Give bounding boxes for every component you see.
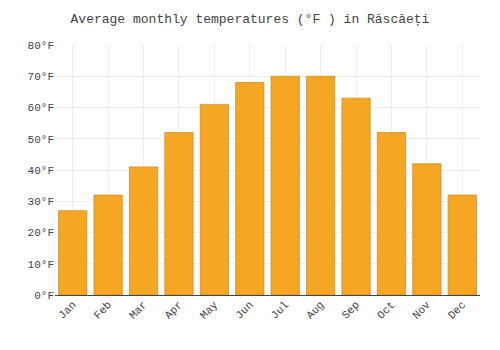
svg-text:40°F: 40°F [28,165,54,177]
svg-text:Nov: Nov [410,299,433,322]
svg-text:Jul: Jul [269,299,291,321]
svg-text:0°F: 0°F [34,290,54,302]
svg-text:Jun: Jun [233,299,255,321]
svg-text:60°F: 60°F [28,102,54,114]
svg-text:30°F: 30°F [28,196,54,208]
svg-text:May: May [198,299,221,322]
svg-text:20°F: 20°F [28,227,54,239]
svg-text:Dec: Dec [446,299,468,321]
svg-text:Apr: Apr [162,299,184,321]
svg-text:Oct: Oct [375,299,397,321]
svg-text:10°F: 10°F [28,259,54,271]
svg-text:Sep: Sep [340,299,362,321]
svg-text:Aug: Aug [304,299,326,321]
svg-text:Jan: Jan [56,299,78,321]
svg-text:50°F: 50°F [28,134,54,146]
svg-text:Average monthly temperatures (: Average monthly temperatures (°F ) in Ră… [71,12,430,27]
svg-text:80°F: 80°F [28,40,54,52]
svg-text:Mar: Mar [127,299,149,321]
svg-text:Feb: Feb [92,299,114,321]
svg-text:70°F: 70°F [28,71,54,83]
